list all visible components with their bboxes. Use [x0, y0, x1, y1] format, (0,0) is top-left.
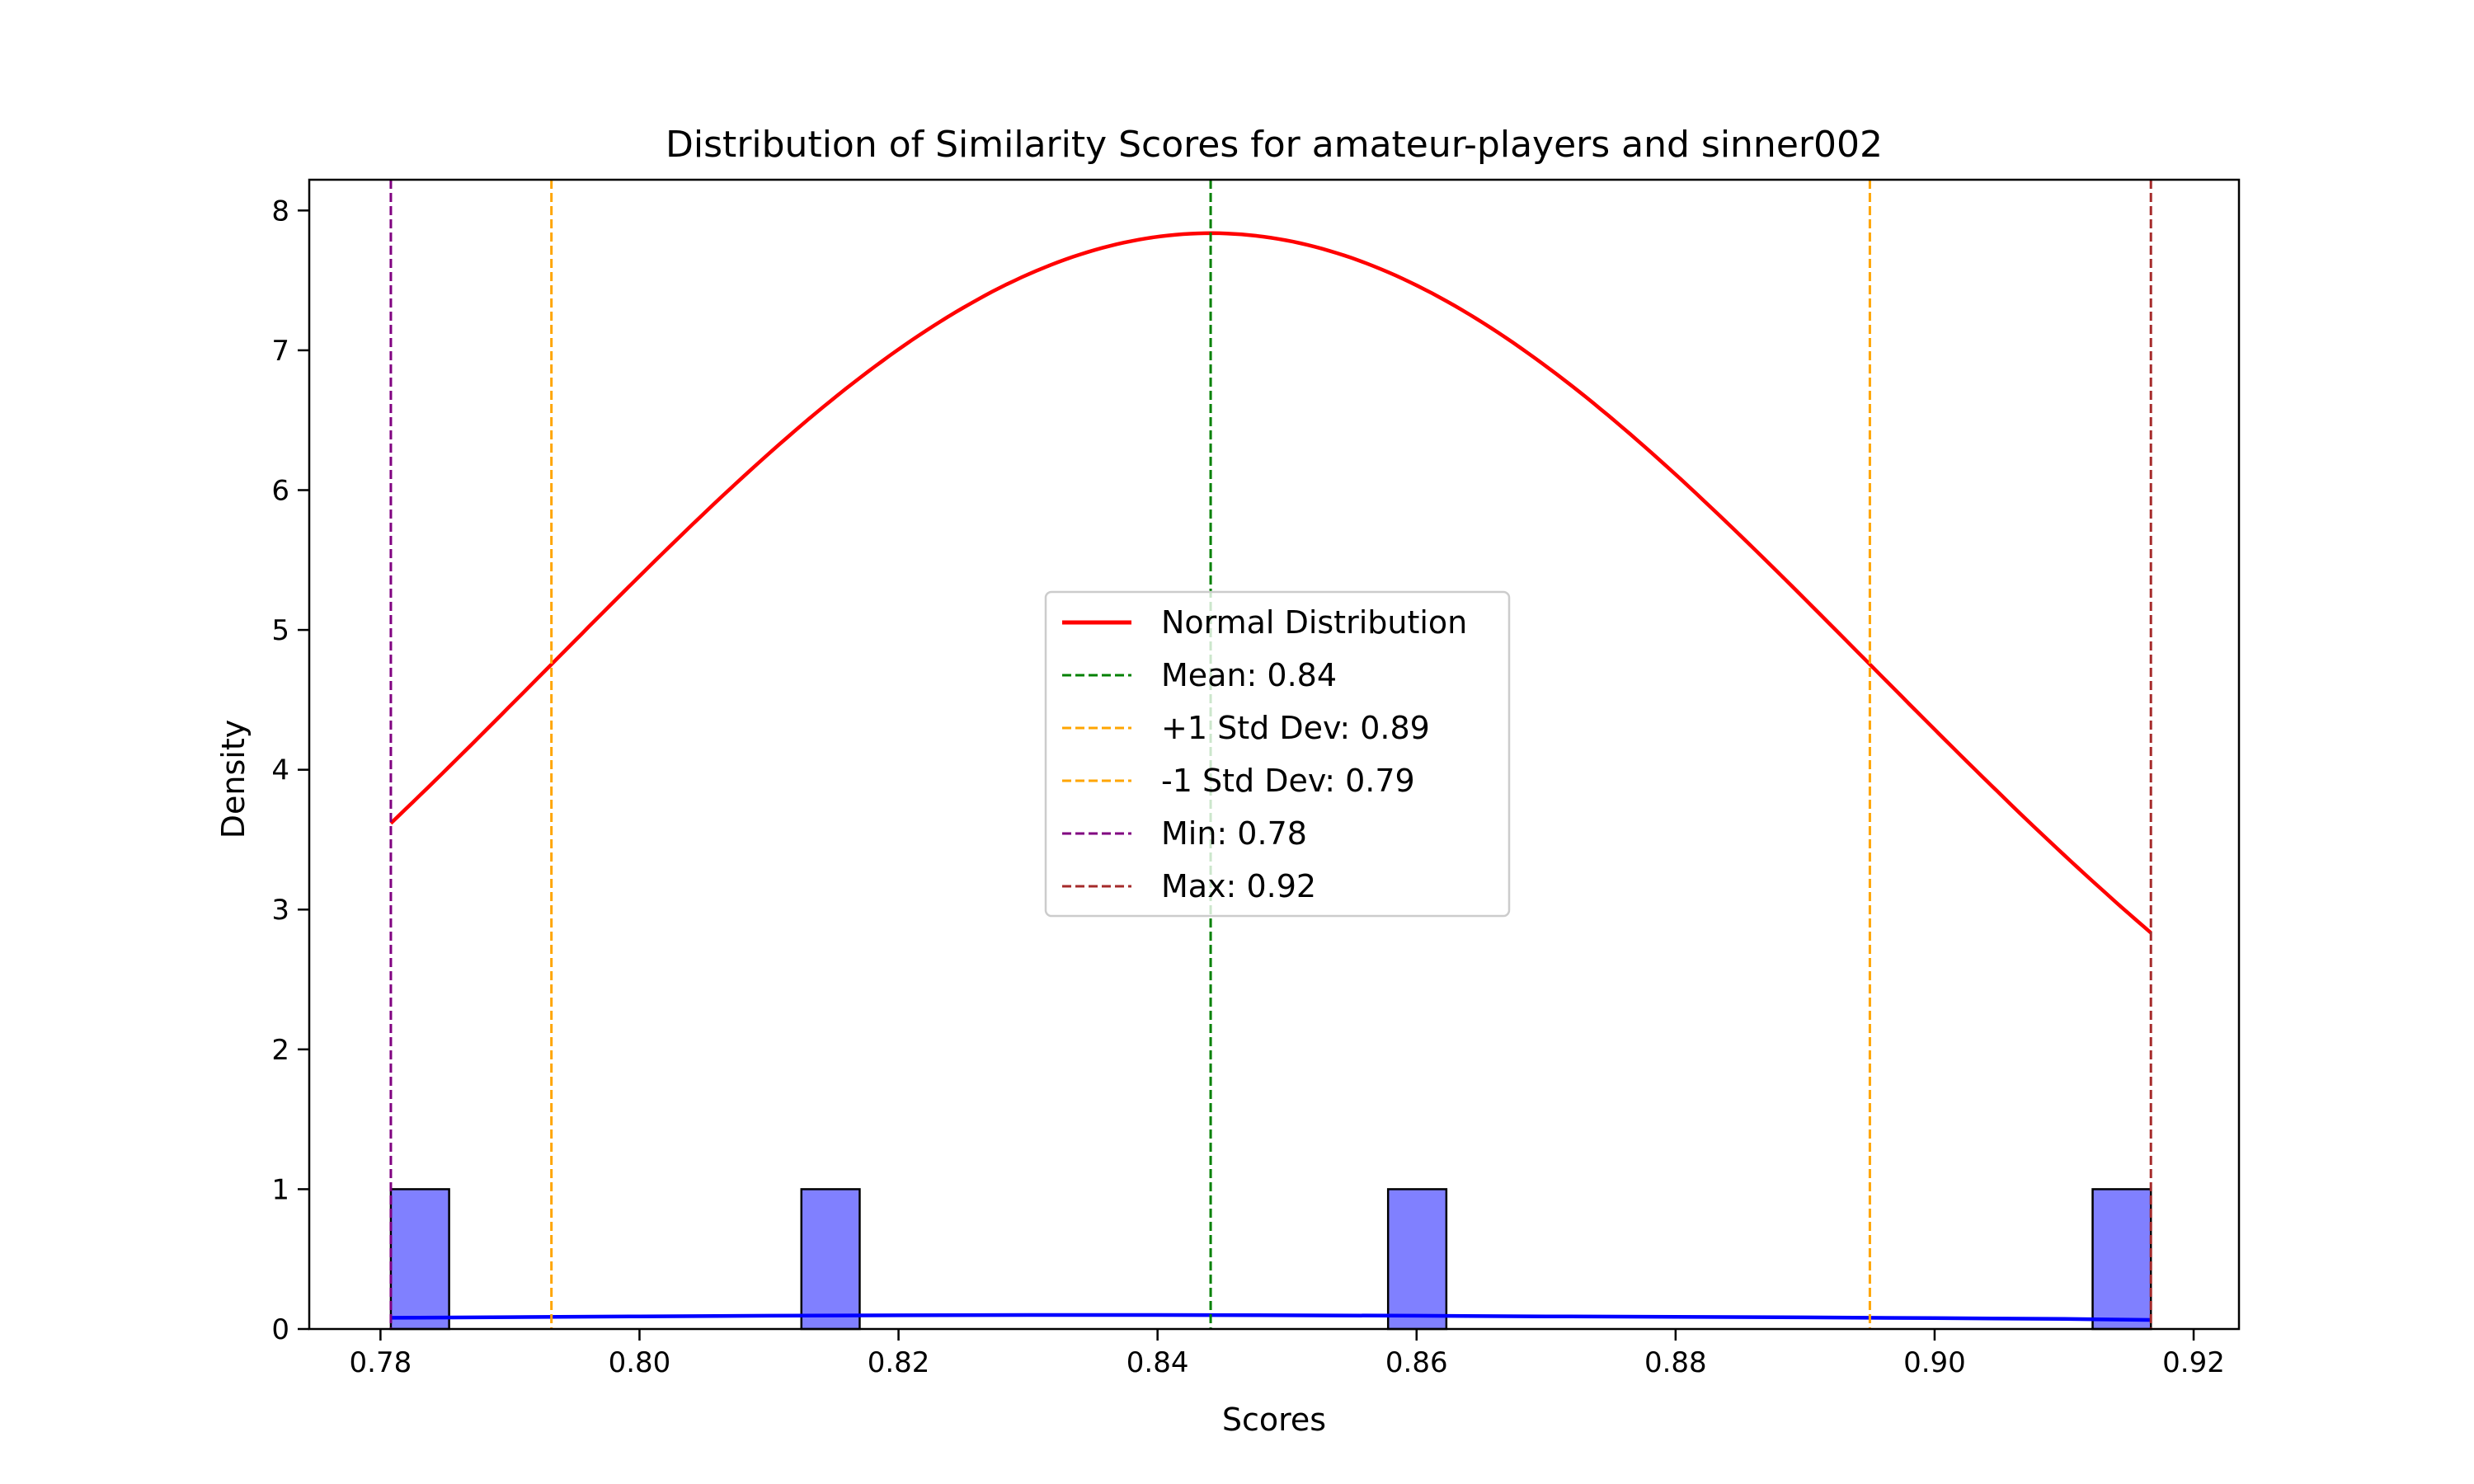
chart-title: Distribution of Similarity Scores for am… [666, 124, 1883, 166]
x-tick-label: 0.80 [609, 1346, 671, 1379]
y-tick-label: 3 [271, 894, 289, 927]
legend-box [1044, 590, 1511, 918]
histogram-bar-3 [1386, 1188, 1448, 1331]
axes-frame [308, 178, 2241, 1331]
y-tick-label: 5 [271, 614, 289, 647]
y-tick-label: 6 [271, 474, 289, 507]
axes: 0.78 0.80 0.82 0.84 0.86 0.88 0.90 0.92 0 1 2 3 4 5 6 7… [271, 178, 2241, 1379]
y-tick-label: 0 [271, 1313, 289, 1346]
x-tick-label: 0.84 [1126, 1346, 1189, 1379]
histogram-bar-4 [2091, 1188, 2152, 1331]
histogram-bar-1 [389, 1188, 450, 1331]
legend-label: Normal Distribution [1161, 604, 1467, 641]
x-tick-label: 0.92 [2162, 1346, 2225, 1379]
x-axis-label: Scores [1222, 1402, 1326, 1438]
legend-label: Min: 0.78 [1161, 815, 1307, 852]
y-tick-label: 1 [271, 1173, 289, 1206]
y-tick-label: 7 [271, 335, 289, 368]
legend: Normal Distribution Mean: 0.84 +1 Std Dev:… [1044, 590, 1511, 918]
x-tick-label: 0.82 [868, 1346, 930, 1379]
legend-label: Max: 0.92 [1161, 868, 1316, 904]
x-tick-label: 0.78 [350, 1346, 412, 1379]
x-tick-label: 0.88 [1644, 1346, 1707, 1379]
legend-label: -1 Std Dev: 0.79 [1161, 763, 1415, 799]
kde-line [390, 1313, 2152, 1322]
y-axis-label: Density [215, 720, 252, 838]
y-tick-label: 8 [271, 195, 289, 228]
legend-label: Mean: 0.84 [1161, 657, 1337, 693]
y-tick-label: 2 [271, 1034, 289, 1067]
x-tick-label: 0.86 [1385, 1346, 1448, 1379]
x-tick-label: 0.90 [1903, 1346, 1966, 1379]
legend-label: +1 Std Dev: 0.89 [1161, 710, 1430, 746]
histogram-bar-2 [800, 1188, 861, 1331]
normal-distribution-curve [389, 231, 2152, 935]
y-tick-label: 4 [271, 754, 289, 787]
